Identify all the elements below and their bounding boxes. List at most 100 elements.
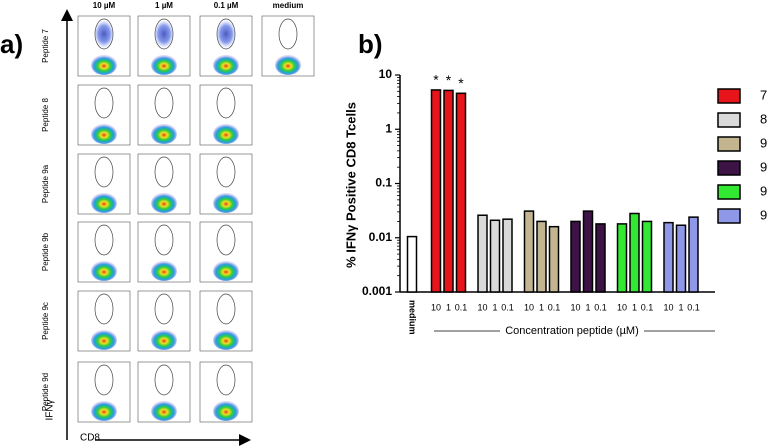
- legend-label: 9 c: [760, 183, 771, 198]
- cloud: [94, 20, 114, 48]
- legend-label: 7: [760, 87, 767, 102]
- bar: [502, 218, 513, 293]
- gate: [216, 87, 236, 119]
- bar: [570, 220, 581, 293]
- population: [151, 124, 177, 144]
- legend-label: 9 a: [760, 135, 771, 150]
- legend-swatch: [717, 160, 741, 176]
- panel-letter: b): [358, 29, 383, 59]
- y-tick-label: 0.001: [362, 284, 392, 298]
- gate: [94, 87, 114, 119]
- x-tick-label: 10: [524, 302, 534, 312]
- gate: [216, 364, 236, 396]
- population: [213, 330, 239, 350]
- population: [91, 261, 117, 281]
- x-tick-label: medium: [408, 300, 418, 335]
- row-label: Peptide 9c: [41, 302, 50, 340]
- legend-label: 9 d: [760, 207, 771, 222]
- column-header: medium: [273, 1, 304, 10]
- population: [275, 55, 301, 75]
- bar: [477, 214, 488, 293]
- legend-swatch: [717, 184, 741, 200]
- legend-swatch: [717, 88, 741, 104]
- x-tick-label: 10: [617, 302, 627, 312]
- legend-swatch: [717, 208, 741, 224]
- bar: [663, 221, 674, 293]
- significance-marker: *: [446, 72, 452, 88]
- x-tick-label: 0.1: [641, 302, 654, 312]
- population: [213, 55, 239, 75]
- gate: [94, 224, 114, 256]
- x-tick-label: 0.1: [548, 302, 561, 312]
- population: [91, 401, 117, 421]
- x-tick-label: 0.1: [501, 302, 514, 312]
- x-tick-label: 1: [678, 302, 683, 312]
- gate: [94, 293, 114, 325]
- bar: [536, 220, 547, 293]
- x-tick-label: 0.1: [687, 302, 700, 312]
- gate: [154, 156, 174, 188]
- y-tick-label: 1: [385, 121, 392, 135]
- axis-label: IFNγ: [45, 399, 56, 420]
- gate: [216, 156, 236, 188]
- x-tick-label: 0.1: [594, 302, 607, 312]
- population: [91, 193, 117, 213]
- row-label: Peptide 7: [41, 29, 50, 63]
- population: [151, 55, 177, 75]
- population: [91, 55, 117, 75]
- population: [151, 193, 177, 213]
- gate: [94, 364, 114, 396]
- x-label-bg: [500, 324, 644, 338]
- x-tick-label: 10: [431, 302, 441, 312]
- panel-letter: a): [0, 29, 23, 59]
- bar: [489, 219, 501, 293]
- x-tick-label: 1: [585, 302, 590, 312]
- row-label: Peptide 9a: [41, 164, 50, 203]
- legend-swatch: [717, 136, 741, 152]
- bar: [455, 92, 467, 293]
- column-header: 1 µM: [155, 1, 173, 10]
- axis-label: CD8: [80, 433, 100, 444]
- bar: [595, 223, 606, 293]
- population: [213, 124, 239, 144]
- y-tick-label: 0.01: [369, 230, 393, 244]
- row-label: Peptide 8: [41, 98, 50, 132]
- bar: [582, 210, 594, 293]
- significance-marker: *: [458, 75, 464, 91]
- x-tick-label: 1: [539, 302, 544, 312]
- gate: [154, 364, 174, 396]
- bar: [675, 224, 687, 293]
- gate: [154, 293, 174, 325]
- row-label: Peptide 9d: [41, 373, 50, 411]
- gate: [278, 18, 298, 50]
- gate: [94, 156, 114, 188]
- population: [151, 261, 177, 281]
- x-tick-label: 1: [632, 302, 637, 312]
- gate: [216, 293, 236, 325]
- x-tick-label: 1: [446, 302, 451, 312]
- x-tick-label: 10: [663, 302, 673, 312]
- x-tick-label: 10: [477, 302, 487, 312]
- bar: [443, 89, 454, 293]
- bar: [548, 225, 560, 293]
- population: [213, 261, 239, 281]
- population: [213, 401, 239, 421]
- y-axis-label: % IFNγ Positive CD8 Tcells: [343, 102, 358, 268]
- gate: [154, 87, 174, 119]
- bar: [406, 235, 418, 293]
- gate: [154, 224, 174, 256]
- x-tick-label: 10: [570, 302, 580, 312]
- column-header: 10 µM: [93, 1, 116, 10]
- y-tick-label: 10: [379, 67, 393, 81]
- x-axis-label: Concentration peptide (µM): [505, 325, 639, 337]
- population: [213, 193, 239, 213]
- y-tick-label: 0.1: [375, 176, 392, 190]
- legend-label: 8: [760, 111, 767, 126]
- bar: [629, 212, 640, 293]
- bar: [523, 210, 535, 293]
- bar: [430, 89, 442, 293]
- population: [151, 330, 177, 350]
- legend-label: 9 b: [760, 159, 771, 174]
- legend-swatch: [717, 112, 741, 128]
